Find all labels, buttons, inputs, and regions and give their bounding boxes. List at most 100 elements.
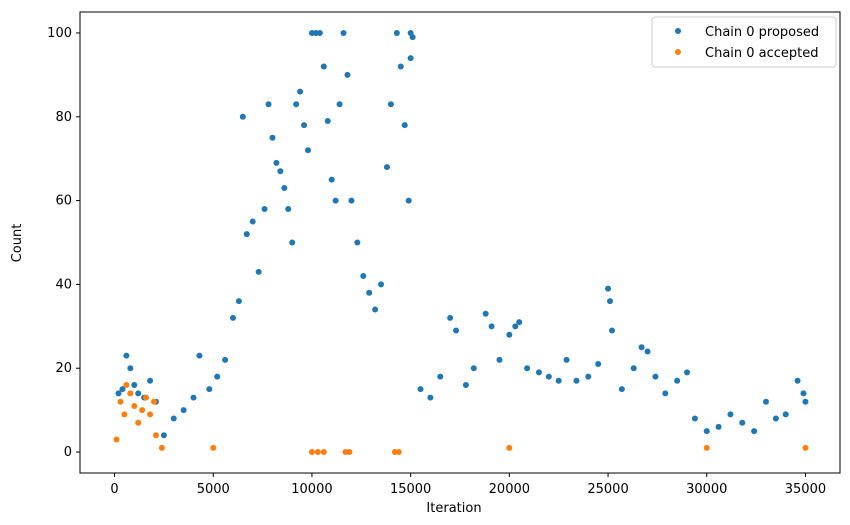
point-series-0-98 — [762, 398, 769, 405]
point-series-0-50 — [378, 281, 385, 288]
point-series-0-52 — [387, 101, 394, 108]
point-series-0-64 — [453, 327, 460, 334]
legend-label-accepted: Chain 0 accepted — [705, 46, 819, 61]
point-series-0-53 — [393, 29, 400, 36]
point-series-0-37 — [316, 29, 323, 36]
point-series-0-63 — [447, 314, 454, 321]
point-series-0-3 — [127, 365, 134, 372]
x-axis: 0 5000 10000 15000 20000 25000 30000 35000 — [110, 473, 826, 497]
point-series-0-44 — [344, 71, 351, 78]
plot-frame — [79, 11, 841, 474]
point-series-0-79 — [585, 373, 592, 380]
point-series-0-25 — [269, 134, 276, 141]
y-axis: 0 20 40 60 80 100 — [47, 26, 80, 460]
point-series-0-67 — [482, 310, 489, 317]
point-series-0-38 — [320, 63, 327, 70]
point-series-1-23 — [802, 444, 809, 451]
point-series-0-0 — [115, 390, 122, 397]
legend-marker-accepted — [675, 49, 681, 55]
point-series-0-100 — [782, 411, 789, 418]
point-series-0-18 — [235, 298, 242, 305]
point-series-0-31 — [293, 101, 300, 108]
point-series-0-86 — [638, 344, 645, 351]
point-series-0-56 — [405, 197, 412, 204]
x-tick-label-7: 35000 — [785, 482, 826, 497]
point-series-1-4 — [127, 390, 134, 397]
point-series-0-91 — [684, 369, 691, 376]
x-tick-label-0: 0 — [110, 482, 118, 497]
point-series-0-14 — [206, 386, 213, 393]
point-series-1-8 — [143, 394, 150, 401]
point-series-1-14 — [308, 449, 315, 456]
point-series-0-61 — [427, 394, 434, 401]
point-series-0-45 — [348, 197, 355, 204]
point-series-1-16 — [320, 449, 327, 456]
y-tick-label-3: 60 — [55, 194, 72, 209]
x-tick-label-6: 30000 — [686, 482, 727, 497]
point-series-0-49 — [372, 306, 379, 313]
point-series-0-10 — [170, 415, 177, 422]
point-series-0-66 — [470, 365, 477, 372]
point-series-0-58 — [409, 34, 416, 41]
y-tick-label-5: 100 — [47, 26, 72, 41]
point-series-0-39 — [324, 117, 331, 124]
point-series-1-10 — [151, 398, 158, 405]
point-series-0-90 — [674, 377, 681, 384]
point-series-0-71 — [512, 323, 519, 330]
y-tick-label-0: 0 — [64, 445, 72, 460]
point-series-1-3 — [123, 381, 130, 388]
point-series-1-18 — [346, 449, 353, 456]
point-series-1-2 — [121, 411, 128, 418]
point-series-0-41 — [332, 197, 339, 204]
y-tick-label-4: 80 — [55, 110, 72, 125]
y-tick-label-1: 20 — [55, 361, 72, 376]
point-series-1-1 — [117, 398, 124, 405]
point-series-1-11 — [153, 432, 159, 439]
plot-area — [113, 29, 809, 456]
point-series-0-20 — [243, 231, 250, 238]
point-series-0-69 — [496, 356, 503, 363]
point-series-0-12 — [190, 394, 197, 401]
point-series-0-103 — [802, 398, 809, 405]
point-series-0-60 — [417, 386, 424, 393]
point-series-0-47 — [360, 273, 367, 280]
y-axis-label: Count — [10, 224, 25, 263]
point-series-0-72 — [516, 319, 523, 326]
point-series-0-88 — [652, 373, 659, 380]
point-series-0-85 — [630, 365, 637, 372]
point-series-0-65 — [462, 381, 469, 388]
point-series-0-4 — [131, 381, 138, 388]
point-series-0-34 — [305, 147, 311, 154]
point-series-0-27 — [277, 168, 284, 175]
point-series-0-83 — [609, 327, 615, 334]
point-series-0-76 — [555, 377, 562, 384]
point-series-0-33 — [301, 122, 308, 129]
point-series-1-9 — [147, 411, 154, 418]
x-axis-label: Iteration — [426, 501, 481, 516]
point-series-0-22 — [255, 268, 262, 275]
point-series-0-5 — [135, 390, 142, 397]
point-series-0-48 — [366, 289, 373, 296]
point-series-1-6 — [135, 419, 142, 426]
point-series-0-1 — [119, 386, 126, 393]
point-series-0-23 — [261, 205, 268, 212]
point-series-0-13 — [196, 352, 203, 359]
point-series-0-97 — [751, 428, 758, 435]
point-series-1-0 — [113, 436, 120, 443]
point-series-0-73 — [524, 365, 531, 372]
point-series-0-87 — [644, 348, 651, 355]
point-series-0-7 — [147, 377, 154, 384]
point-series-1-12 — [158, 444, 165, 451]
point-series-0-102 — [800, 390, 807, 397]
point-series-1-5 — [131, 402, 138, 409]
point-series-0-26 — [273, 159, 280, 166]
point-series-0-43 — [340, 29, 347, 36]
point-series-0-24 — [265, 101, 272, 108]
point-series-0-81 — [605, 285, 612, 292]
point-series-0-78 — [573, 377, 580, 384]
point-series-1-7 — [139, 407, 146, 414]
point-series-1-22 — [703, 444, 710, 451]
point-series-0-9 — [160, 432, 167, 439]
x-tick-label-4: 20000 — [489, 482, 530, 497]
point-series-0-11 — [180, 407, 187, 414]
